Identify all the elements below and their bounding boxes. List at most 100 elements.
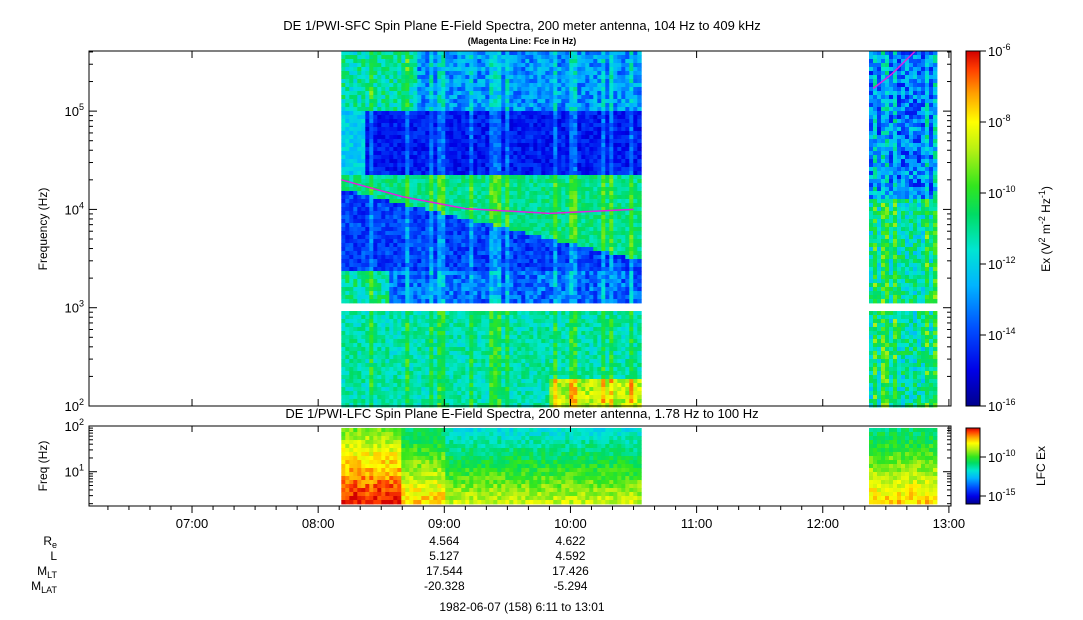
sfc-cell (433, 95, 438, 100)
sfc-cell (353, 239, 358, 244)
sfc-cell (433, 383, 438, 388)
sfc-cell (517, 295, 522, 300)
sfc-cell (393, 111, 398, 116)
sfc-cell (461, 235, 466, 240)
sfc-cell (449, 123, 454, 128)
sfc-cell (417, 95, 422, 100)
sfc-cell (481, 139, 486, 144)
sfc-cell (561, 239, 566, 244)
sfc-cell (465, 219, 470, 224)
sfc-cell (389, 103, 394, 108)
sfc-cell (385, 67, 390, 72)
sfc-cell (525, 355, 530, 360)
sfc-cell (425, 331, 430, 336)
sfc-cell (373, 55, 378, 60)
sfc-cell (353, 63, 358, 68)
sfc-cell (557, 343, 562, 348)
sfc-cell (389, 183, 394, 188)
sfc-cell (393, 335, 398, 340)
sfc-cell (501, 151, 506, 156)
sfc-cell (353, 279, 358, 284)
sfc-cell (397, 355, 402, 360)
sfc-cell (533, 267, 538, 272)
sfc-cell (525, 119, 530, 124)
sfc-cell (493, 251, 498, 256)
sfc-cell (465, 335, 470, 340)
sfc-cell (465, 167, 470, 172)
sfc-cell (469, 119, 474, 124)
sfc-cell (525, 91, 530, 96)
sfc-cell (461, 123, 466, 128)
sfc-cell (397, 91, 402, 96)
sfc-cell (437, 59, 442, 64)
sfc-cell (505, 183, 510, 188)
sfc-cell (405, 63, 410, 68)
sfc-cell (497, 239, 502, 244)
sfc-cell (405, 167, 410, 172)
sfc-cell (353, 203, 358, 208)
sfc-cell (509, 143, 514, 148)
sfc-cell (417, 147, 422, 152)
sfc-cell (389, 275, 394, 280)
sfc-cell (529, 383, 534, 388)
sfc-cell (517, 175, 522, 180)
sfc-cell (405, 243, 410, 248)
sfc-cell (513, 283, 518, 288)
sfc-cell (525, 151, 530, 156)
sfc-cell (365, 59, 370, 64)
sfc-cell (429, 231, 434, 236)
sfc-cell (533, 191, 538, 196)
sfc-cell (445, 167, 450, 172)
sfc-cell (469, 391, 474, 396)
sfc-cell (341, 327, 346, 332)
sfc-cell (537, 119, 542, 124)
sfc-cell (445, 55, 450, 60)
sfc-cell (469, 267, 474, 272)
sfc-cell (421, 155, 426, 160)
sfc-cell (545, 207, 550, 212)
sfc-cell (501, 191, 506, 196)
sfc-cell (373, 207, 378, 212)
sfc-cell (457, 371, 462, 376)
sfc-cell (373, 151, 378, 156)
sfc-cell (505, 147, 510, 152)
sfc-cell (409, 255, 414, 260)
sfc-cell (481, 331, 486, 336)
sfc-cell (381, 275, 386, 280)
sfc-cell (461, 291, 466, 296)
sfc-cell (549, 391, 554, 396)
sfc-cell (473, 267, 478, 272)
sfc-cell (453, 115, 458, 120)
sfc-cell (353, 375, 358, 380)
sfc-cell (417, 51, 422, 56)
sfc-cell (401, 375, 406, 380)
sfc-cell (505, 391, 510, 396)
sfc-cell (545, 399, 550, 404)
sfc-cell (389, 111, 394, 116)
sfc-cell (365, 99, 370, 104)
sfc-cell (565, 191, 570, 196)
sfc-cell (397, 79, 402, 84)
sfc-cell (517, 51, 522, 56)
sfc-cell (565, 99, 570, 104)
sfc-cell (441, 227, 446, 232)
sfc-cell (469, 183, 474, 188)
sfc-cell (553, 367, 558, 372)
sfc-cell (533, 379, 538, 384)
sfc-cell (369, 263, 374, 268)
sfc-cell (453, 231, 458, 236)
sfc-cell (345, 99, 350, 104)
sfc-cell (349, 167, 354, 172)
sfc-cell (517, 255, 522, 260)
sfc-cell (497, 331, 502, 336)
sfc-cell (477, 291, 482, 296)
sfc-cell (349, 227, 354, 232)
sfc-cell (401, 267, 406, 272)
sfc-cell (413, 219, 418, 224)
sfc-cell (437, 319, 442, 324)
sfc-cell (485, 147, 490, 152)
sfc-cell (341, 391, 346, 396)
sfc-cell (469, 143, 474, 148)
sfc-cell (493, 291, 498, 296)
sfc-cell (381, 55, 386, 60)
